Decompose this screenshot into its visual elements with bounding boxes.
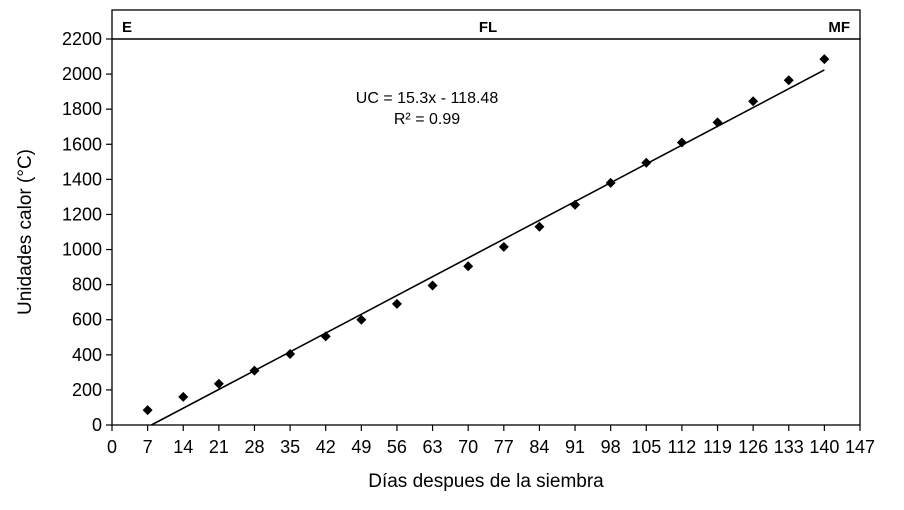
y-tick-label: 400 xyxy=(72,345,102,365)
data-point xyxy=(641,157,652,168)
y-tick-label: 600 xyxy=(72,310,102,330)
data-point xyxy=(570,199,581,210)
y-tick-label: 200 xyxy=(72,380,102,400)
x-tick-label: 0 xyxy=(107,437,117,457)
data-point xyxy=(213,378,224,389)
y-tick-label: 0 xyxy=(92,415,102,435)
x-tick-label: 84 xyxy=(529,437,549,457)
x-axis: 0 7 14 21 28 35 42 49 56 63 70 77 84 91 98 105 112 119 126… xyxy=(107,425,875,457)
trendline-layer xyxy=(151,69,825,426)
y-axis-title: Unidades calor (°C) xyxy=(15,149,36,315)
data-point xyxy=(178,391,189,402)
x-tick-label: 35 xyxy=(280,437,300,457)
trendline xyxy=(151,69,825,426)
data-point xyxy=(498,241,509,252)
data-point xyxy=(356,314,367,325)
y-tick-label: 2200 xyxy=(62,29,102,49)
x-tick-label: 119 xyxy=(703,437,732,457)
stage-label-mf: MF xyxy=(828,19,850,36)
data-point xyxy=(712,117,723,128)
stage-label-fl: FL xyxy=(479,19,497,36)
y-tick-label: 1000 xyxy=(62,240,102,260)
x-axis-title: Días despues de la siembra xyxy=(368,471,604,492)
x-tick-label: 49 xyxy=(351,437,371,457)
x-tick-label: 126 xyxy=(738,437,768,457)
data-point xyxy=(463,261,474,272)
x-tick-label: 91 xyxy=(565,437,585,457)
x-tick-label: 14 xyxy=(173,437,193,457)
data-point xyxy=(427,280,438,291)
x-tick-label: 133 xyxy=(774,437,804,457)
x-tick-label: 63 xyxy=(423,437,443,457)
x-tick-label: 28 xyxy=(244,437,264,457)
y-tick-label: 1800 xyxy=(62,99,102,119)
x-tick-label: 70 xyxy=(458,437,478,457)
y-tick-label: 2000 xyxy=(62,64,102,84)
y-tick-label: 1600 xyxy=(62,134,102,154)
r2-label: R² = 0.99 xyxy=(394,111,460,128)
equation-label: UC = 15.3x - 118.48 xyxy=(356,90,499,107)
y-tick-label: 1200 xyxy=(62,204,102,224)
x-tick-label: 7 xyxy=(143,437,153,457)
x-tick-label: 56 xyxy=(387,437,407,457)
data-point xyxy=(285,348,296,359)
y-tick-label: 1400 xyxy=(62,169,102,189)
x-tick-label: 77 xyxy=(494,437,514,457)
data-point xyxy=(320,331,331,342)
data-point xyxy=(676,137,687,148)
x-tick-label: 105 xyxy=(631,437,661,457)
data-point xyxy=(605,177,616,188)
data-point xyxy=(391,298,402,309)
data-point xyxy=(142,405,153,416)
data-point xyxy=(748,96,759,107)
x-tick-label: 112 xyxy=(668,437,697,457)
x-tick-label: 98 xyxy=(601,437,621,457)
y-axis: 0 200 400 600 800 1000 1200 1400 1600 1800 2000 220… xyxy=(62,29,112,435)
data-point xyxy=(783,75,794,86)
data-point xyxy=(819,54,830,65)
x-tick-label: 147 xyxy=(845,437,875,457)
x-tick-label: 140 xyxy=(809,437,839,457)
x-tick-label: 42 xyxy=(316,437,336,457)
stage-label-e: E xyxy=(122,19,132,36)
plot-area xyxy=(111,38,861,426)
data-point xyxy=(534,221,545,232)
data-points xyxy=(142,54,830,416)
data-point xyxy=(249,365,260,376)
y-tick-label: 800 xyxy=(72,275,102,295)
x-tick-label: 21 xyxy=(209,437,229,457)
